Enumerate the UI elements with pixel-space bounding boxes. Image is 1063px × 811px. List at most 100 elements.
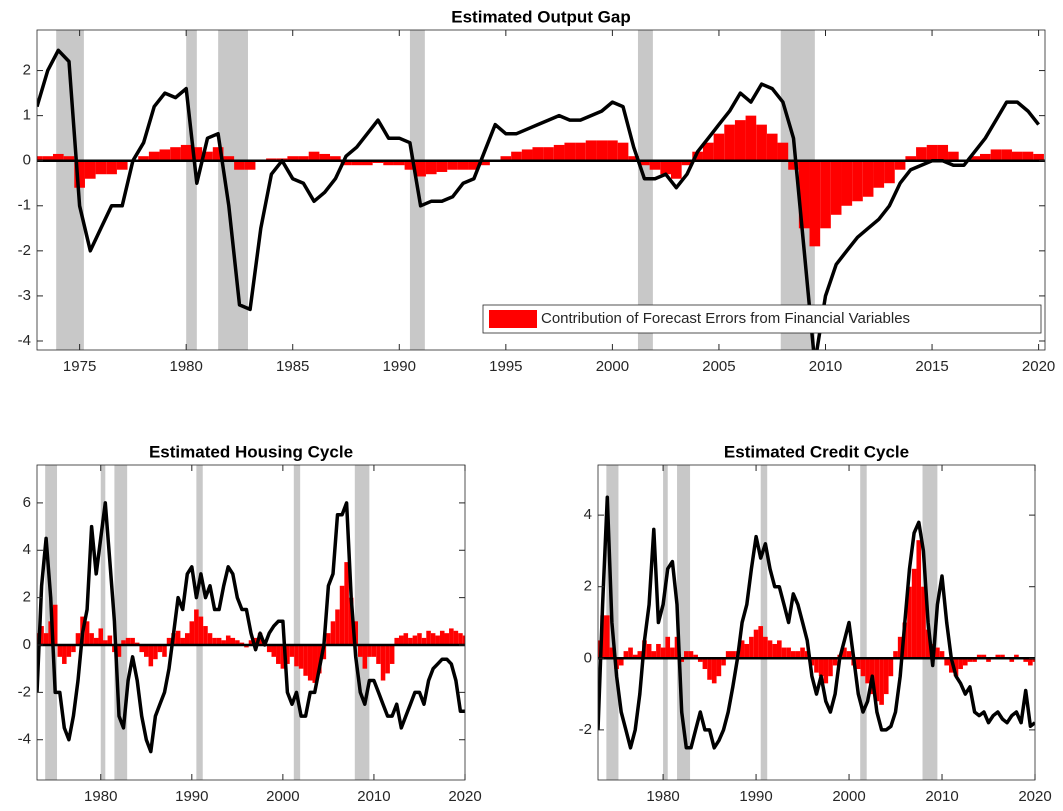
y-tick-label: 6 (23, 494, 31, 511)
bar (639, 160, 650, 166)
bar (266, 645, 272, 653)
bar (139, 645, 144, 653)
bar (444, 633, 450, 645)
bar (43, 633, 49, 645)
bar (462, 635, 465, 645)
bar (967, 658, 973, 662)
bar (618, 658, 624, 666)
bar (674, 636, 680, 659)
bar (995, 654, 1001, 659)
bar (348, 597, 354, 645)
bar (398, 635, 404, 645)
bar (809, 658, 815, 666)
bar (809, 160, 821, 247)
bar (71, 645, 76, 653)
bar (175, 630, 181, 645)
bar (730, 651, 736, 659)
bar (828, 658, 833, 677)
bar (303, 645, 308, 676)
panel: -2 0 2 4 1980 1990 2000 2010 2020 Estimated Credi… (579, 442, 1052, 804)
bar (280, 645, 286, 669)
bar (702, 142, 714, 161)
bar (596, 140, 608, 161)
bar (749, 636, 754, 659)
bar (358, 645, 363, 657)
bar (763, 636, 768, 659)
bar (194, 609, 199, 645)
bar (389, 645, 395, 664)
x-tick-label: 2020 (448, 788, 481, 805)
y-tick-label: -2 (579, 721, 592, 738)
x-tick-label: 1990 (175, 788, 208, 805)
bar (804, 651, 810, 659)
bar (860, 658, 866, 677)
legend-box (482, 304, 1042, 334)
bar (98, 628, 104, 645)
legend-label: Contribution of Forecast Errors from Fin… (541, 310, 910, 327)
bar (521, 149, 533, 161)
bar (745, 115, 757, 161)
bar (1033, 153, 1044, 161)
bar (684, 651, 689, 659)
panel: -4 -3 -2 -1 0 1 2 1975 1980 1985 1990 1995 2000 2005 2… (18, 7, 1056, 374)
bar (702, 658, 708, 670)
y-tick-label: -2 (18, 683, 31, 700)
bar (107, 635, 113, 645)
x-tick-label: 2010 (357, 788, 390, 805)
bar (412, 635, 418, 645)
bar (972, 658, 977, 662)
y-tick-label: 4 (23, 541, 31, 558)
recession-band (100, 465, 106, 780)
axes-background (37, 465, 465, 780)
x-tick-label: 1980 (84, 788, 117, 805)
bar (335, 609, 340, 645)
bar (1009, 658, 1015, 662)
bar (326, 633, 331, 645)
y-tick-label: 1 (23, 107, 31, 124)
bar (153, 645, 158, 660)
bar (121, 640, 126, 645)
y-tick-label: 0 (584, 649, 592, 666)
bar (707, 658, 712, 680)
bar (353, 621, 358, 645)
bar (93, 637, 99, 645)
bar (170, 147, 181, 161)
bar (830, 160, 842, 215)
bar (458, 633, 463, 645)
bar (285, 645, 290, 664)
y-tick-label: 2 (584, 578, 592, 595)
y-tick-label: 4 (584, 506, 592, 523)
bar (1028, 658, 1033, 666)
x-tick-label: 1980 (169, 358, 202, 375)
bar (532, 147, 544, 161)
bar (543, 147, 554, 161)
axes-box (36, 29, 1046, 351)
bar (426, 630, 431, 645)
bar (361, 160, 373, 166)
bar (962, 658, 968, 666)
bar (84, 621, 90, 645)
bar (166, 637, 172, 645)
bar (287, 156, 299, 161)
bar (421, 637, 427, 645)
bar (795, 651, 801, 659)
bar (430, 633, 436, 645)
bar (184, 633, 190, 645)
y-tick-label: -4 (18, 731, 31, 748)
bar (800, 647, 805, 659)
bar (846, 651, 852, 659)
bar (688, 651, 694, 659)
recession-band (218, 30, 248, 350)
bar (308, 151, 320, 161)
bar (721, 658, 726, 666)
x-tick-label: 2020 (1018, 788, 1051, 805)
bar (84, 160, 96, 179)
bar (632, 654, 638, 659)
bar (223, 156, 235, 161)
bar (404, 160, 416, 170)
bar (1000, 654, 1005, 659)
bar (953, 658, 959, 677)
bar (575, 142, 586, 161)
bar (351, 160, 362, 166)
bar (670, 647, 675, 659)
